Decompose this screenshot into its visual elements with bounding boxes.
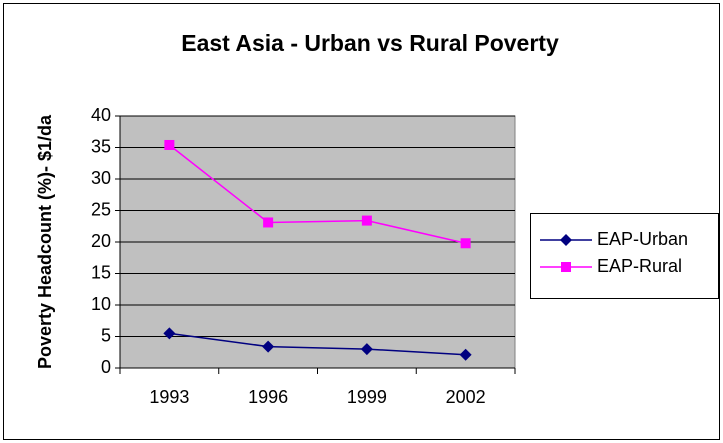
- y-tick-label: 5: [101, 325, 111, 345]
- marker: [163, 327, 176, 340]
- marker: [263, 217, 274, 228]
- y-tick-label: 15: [91, 262, 111, 282]
- marker: [164, 139, 175, 150]
- y-tick-label: 25: [91, 199, 111, 219]
- marker: [459, 348, 472, 361]
- series-line: [169, 332, 466, 356]
- y-tick-label: 30: [91, 168, 111, 188]
- y-tick-label: 10: [91, 294, 111, 314]
- marker: [361, 215, 372, 226]
- x-tick-label: 1999: [347, 387, 387, 407]
- series-line: [168, 144, 466, 244]
- marker: [560, 234, 572, 246]
- y-axis-label: Poverty Headcount (%)- $1/da: [35, 114, 55, 369]
- legend-label: EAP-Rural: [597, 256, 682, 276]
- x-tick-label: 2002: [446, 387, 486, 407]
- y-tick-label: 40: [91, 105, 111, 125]
- y-tick-label: 35: [91, 136, 111, 156]
- x-tick-label: 1993: [149, 387, 189, 407]
- marker: [360, 343, 373, 356]
- y-tick-label: 0: [101, 357, 111, 377]
- marker: [262, 340, 275, 353]
- marker: [460, 238, 471, 249]
- chart-title: East Asia - Urban vs Rural Poverty: [181, 30, 559, 56]
- legend-box: [530, 213, 719, 299]
- y-tick-label: 20: [91, 231, 111, 251]
- x-tick-label: 1996: [248, 387, 288, 407]
- marker: [561, 262, 571, 272]
- legend-label: EAP-Urban: [597, 229, 688, 249]
